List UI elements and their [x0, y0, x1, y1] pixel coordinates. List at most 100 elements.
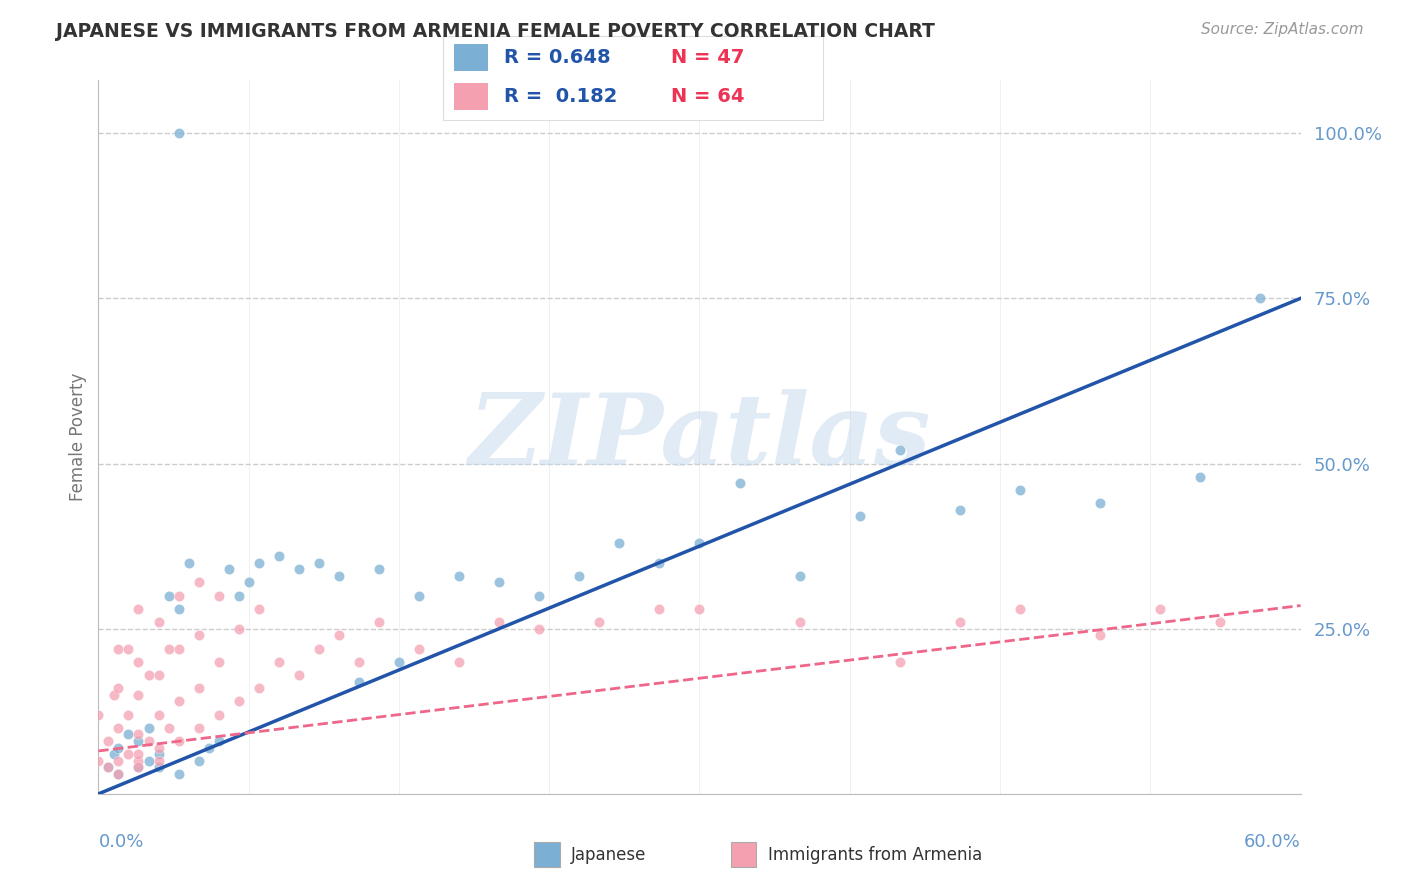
Bar: [454, 83, 488, 111]
Point: [218, 562, 240, 576]
Point: [208, 589, 231, 603]
Point: [889, 443, 911, 458]
Point: [1209, 615, 1232, 629]
Point: [107, 767, 129, 781]
Point: [368, 562, 391, 576]
Point: [148, 760, 170, 774]
Point: [87, 754, 110, 768]
Point: [609, 536, 631, 550]
Text: ZIPatlas: ZIPatlas: [468, 389, 931, 485]
Point: [208, 707, 231, 722]
Point: [117, 641, 139, 656]
Point: [347, 674, 370, 689]
Point: [128, 734, 150, 748]
Point: [488, 575, 510, 590]
Point: [368, 615, 391, 629]
Point: [1149, 602, 1171, 616]
Point: [97, 760, 120, 774]
Point: [247, 602, 270, 616]
Point: [228, 694, 250, 708]
Point: [187, 575, 209, 590]
Text: R =  0.182: R = 0.182: [503, 87, 617, 106]
Point: [1010, 602, 1032, 616]
Point: [849, 509, 872, 524]
Point: [228, 589, 250, 603]
Point: [308, 641, 330, 656]
Point: [187, 628, 209, 642]
Point: [148, 754, 170, 768]
Point: [87, 707, 110, 722]
Point: [267, 549, 290, 563]
Bar: [454, 44, 488, 71]
Point: [128, 655, 150, 669]
Point: [247, 556, 270, 570]
Text: R = 0.648: R = 0.648: [503, 48, 610, 67]
Point: [103, 747, 125, 762]
Point: [187, 754, 209, 768]
Point: [148, 747, 170, 762]
Point: [1189, 469, 1212, 483]
Point: [97, 734, 120, 748]
Point: [107, 740, 129, 755]
Point: [529, 589, 551, 603]
Point: [267, 655, 290, 669]
Point: [388, 655, 411, 669]
Point: [167, 126, 190, 140]
Point: [789, 569, 811, 583]
Point: [328, 569, 350, 583]
Point: [128, 760, 150, 774]
Point: [408, 589, 430, 603]
Text: 60.0%: 60.0%: [1244, 833, 1301, 851]
Text: Source: ZipAtlas.com: Source: ZipAtlas.com: [1201, 22, 1364, 37]
Point: [308, 556, 330, 570]
Point: [568, 569, 591, 583]
Point: [103, 688, 125, 702]
Point: [789, 615, 811, 629]
Text: JAPANESE VS IMMIGRANTS FROM ARMENIA FEMALE POVERTY CORRELATION CHART: JAPANESE VS IMMIGRANTS FROM ARMENIA FEMA…: [56, 22, 935, 41]
Point: [529, 622, 551, 636]
Point: [167, 694, 190, 708]
Point: [408, 641, 430, 656]
Point: [648, 556, 671, 570]
Point: [197, 740, 219, 755]
Text: N = 47: N = 47: [671, 48, 744, 67]
Point: [648, 602, 671, 616]
Point: [148, 707, 170, 722]
Point: [247, 681, 270, 695]
Point: [447, 655, 470, 669]
Point: [148, 668, 170, 682]
Y-axis label: Female Poverty: Female Poverty: [69, 373, 87, 501]
Point: [949, 502, 972, 516]
Point: [208, 655, 231, 669]
Point: [177, 556, 200, 570]
Point: [187, 681, 209, 695]
Point: [138, 668, 160, 682]
Point: [128, 688, 150, 702]
Point: [167, 767, 190, 781]
Point: [889, 655, 911, 669]
Point: [167, 734, 190, 748]
Point: [167, 641, 190, 656]
Point: [138, 754, 160, 768]
Point: [128, 747, 150, 762]
Point: [148, 740, 170, 755]
Point: [117, 707, 139, 722]
Point: [488, 615, 510, 629]
Point: [1088, 496, 1111, 510]
Point: [128, 754, 150, 768]
Text: Japanese: Japanese: [571, 846, 647, 863]
Point: [1088, 628, 1111, 642]
Text: Immigrants from Armenia: Immigrants from Armenia: [768, 846, 981, 863]
Point: [688, 602, 710, 616]
Point: [107, 641, 129, 656]
Point: [228, 622, 250, 636]
Point: [97, 760, 120, 774]
Point: [1010, 483, 1032, 497]
Point: [1250, 291, 1272, 305]
Point: [128, 602, 150, 616]
Point: [157, 589, 180, 603]
Point: [148, 615, 170, 629]
Point: [107, 767, 129, 781]
Point: [288, 668, 311, 682]
Point: [157, 721, 180, 735]
